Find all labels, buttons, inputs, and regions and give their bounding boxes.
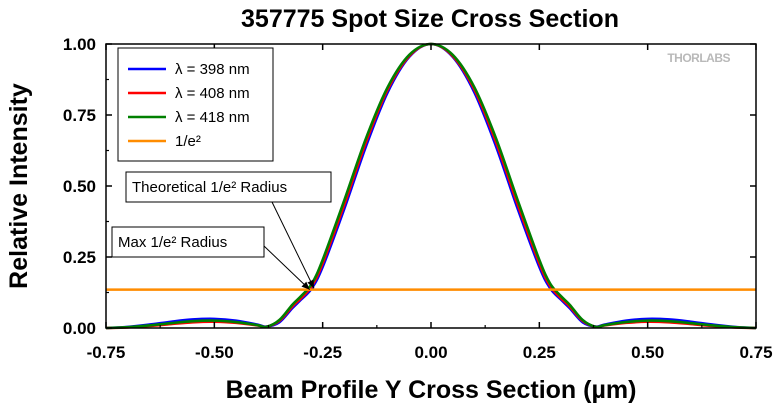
annotation-label: Max 1/e² Radius bbox=[118, 234, 227, 251]
y-tick-label: 0.50 bbox=[63, 177, 96, 196]
x-tick-label: 0.00 bbox=[414, 343, 447, 362]
y-tick-label: 0.25 bbox=[63, 248, 96, 267]
annotation-box bbox=[111, 226, 265, 258]
legend-label: λ = 398 nm bbox=[175, 61, 250, 78]
thorlabs-watermark: THORLABS bbox=[667, 51, 730, 65]
y-tick-label: 0.00 bbox=[63, 319, 96, 338]
annotation-leader bbox=[263, 245, 311, 291]
legend: λ = 398 nm λ = 408 nm λ = 418 nm 1/e² bbox=[117, 47, 274, 162]
ticks-layer: -0.75 -0.50 -0.25 0.00 0.25 0.50 0.75 0.00 0.25 0… bbox=[63, 35, 773, 362]
annotations-layer: Theoretical 1/e² Radius Max 1/e² Radius bbox=[111, 171, 332, 291]
x-tick-label: -0.75 bbox=[87, 343, 126, 362]
annotation-arrowhead bbox=[307, 279, 314, 289]
x-axis-label: Beam Profile Y Cross Section (µm) bbox=[226, 376, 637, 404]
x-tick-label: -0.25 bbox=[303, 343, 342, 362]
legend-label: λ = 408 nm bbox=[175, 85, 250, 102]
y-axis-label: Relative Intensity bbox=[5, 83, 33, 289]
annotation-label: Theoretical 1/e² Radius bbox=[132, 179, 287, 196]
x-tick-label: -0.50 bbox=[195, 343, 234, 362]
legend-label: λ = 418 nm bbox=[175, 109, 250, 126]
y-tick-label: 1.00 bbox=[63, 35, 96, 54]
annotation-box bbox=[125, 171, 332, 203]
y-tick-label: 0.75 bbox=[63, 106, 96, 125]
x-tick-label: 0.25 bbox=[523, 343, 556, 362]
legend-label: 1/e² bbox=[175, 133, 201, 150]
chart-title: 357775 Spot Size Cross Section bbox=[241, 5, 619, 33]
annotation-arrowhead bbox=[301, 281, 310, 290]
x-tick-label: 0.75 bbox=[739, 343, 772, 362]
x-tick-label: 0.50 bbox=[631, 343, 664, 362]
annotation-leader bbox=[271, 201, 315, 289]
